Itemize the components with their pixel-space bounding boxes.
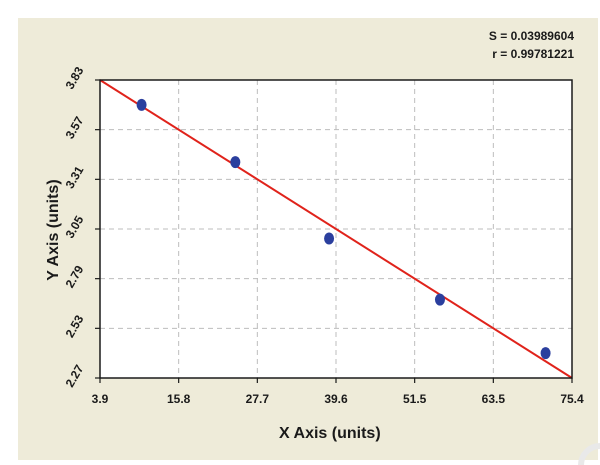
- r-statistic: r = 0.99781221: [492, 47, 574, 61]
- x-tick-label: 27.7: [246, 392, 270, 406]
- data-point: [434, 293, 445, 306]
- fit-line-layer: [99, 79, 573, 379]
- y-tick-label: 3.83: [63, 64, 87, 92]
- x-axis-title: X Axis (units): [279, 425, 381, 442]
- data-point: [324, 232, 335, 245]
- y-tick-label: 3.31: [63, 163, 87, 191]
- x-tick-label: 51.5: [403, 392, 427, 406]
- tick-marks: [95, 79, 573, 383]
- y-axis-title: Y Axis (units): [45, 179, 62, 281]
- data-point: [136, 98, 147, 111]
- fit-line: [99, 79, 573, 379]
- x-tick-label: 15.8: [167, 392, 191, 406]
- data-points: [136, 98, 551, 360]
- s-statistic: S = 0.03989604: [488, 29, 574, 43]
- x-tick-label: 39.6: [324, 392, 348, 406]
- x-tick-label: 75.4: [560, 392, 584, 406]
- x-tick-label: 3.9: [92, 392, 109, 406]
- y-tick-label: 3.57: [63, 114, 87, 142]
- x-tick-label: 63.5: [482, 392, 506, 406]
- y-tick-label: 3.05: [63, 213, 87, 241]
- data-point: [230, 156, 241, 169]
- y-tick-label: 2.79: [63, 263, 87, 291]
- y-tick-label: 2.53: [63, 312, 87, 340]
- plot-border: [99, 79, 573, 379]
- y-tick-label: 2.27: [63, 362, 87, 390]
- watermark-logo: [578, 443, 600, 465]
- data-point: [540, 347, 551, 360]
